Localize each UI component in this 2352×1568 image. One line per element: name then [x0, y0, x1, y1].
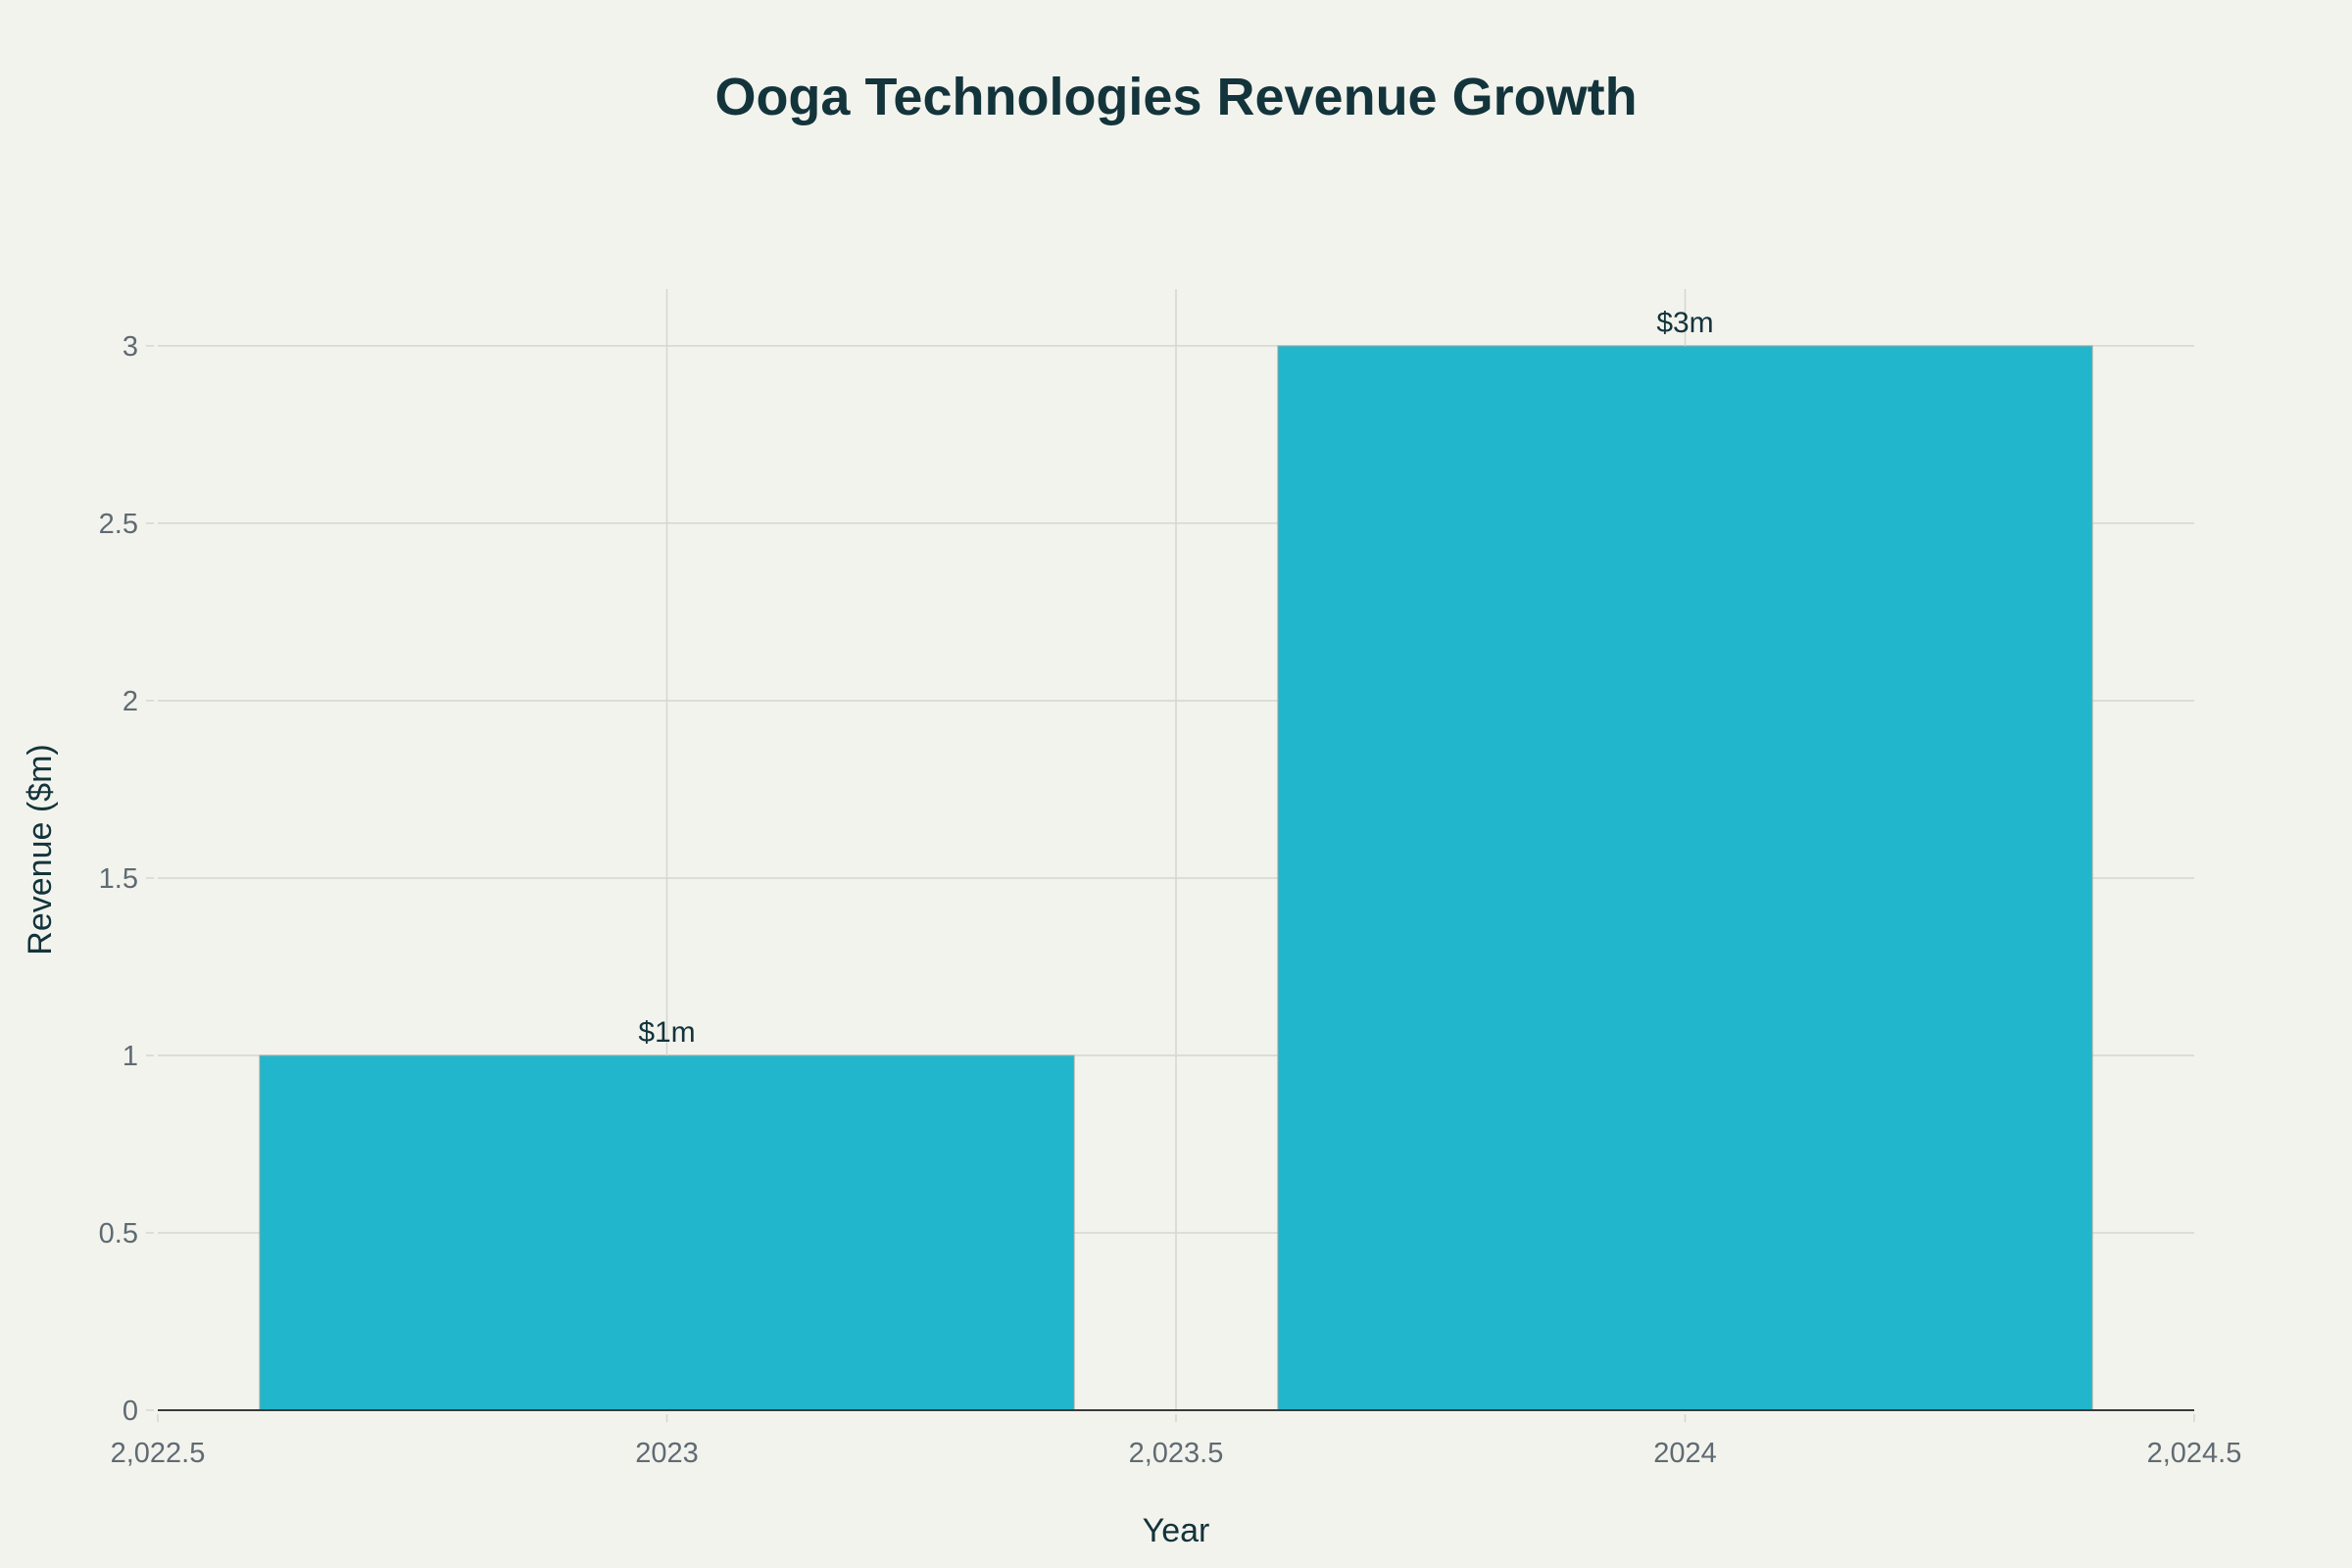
y-tick-label: 2	[122, 686, 138, 717]
x-axis-title: Year	[1143, 1512, 1210, 1549]
bar-2024	[1277, 345, 2093, 1411]
x-tick-label: 2024	[1653, 1438, 1717, 1469]
y-tick-label: 2.5	[99, 509, 138, 540]
y-axis-title: Revenue ($m)	[22, 744, 59, 955]
bars	[259, 345, 2093, 1411]
x-axis-ticks: 2,022.5 2023 2,023.5 2024 2,024.5	[111, 1414, 2242, 1469]
y-axis-ticks: 0 0.5 1 1.5 2 2.5 3	[99, 331, 154, 1427]
y-tick-label: 0	[122, 1396, 138, 1427]
y-tick-label: 1	[122, 1041, 138, 1072]
chart-title: Ooga Technologies Revenue Growth	[714, 68, 1637, 126]
y-tick-label: 3	[122, 331, 138, 363]
x-tick-label: 2,022.5	[111, 1438, 206, 1469]
y-tick-label: 0.5	[99, 1218, 138, 1250]
y-tick-label: 1.5	[99, 863, 138, 895]
x-tick-label: 2023	[635, 1438, 699, 1469]
x-tick-label: 2,024.5	[2147, 1438, 2242, 1469]
vertical-grid-lines	[665, 289, 1687, 1410]
data-labels: $1m $3m	[638, 307, 1713, 1049]
data-label-2024: $3m	[1656, 307, 1713, 339]
x-tick-label: 2,023.5	[1129, 1438, 1224, 1469]
bar-2023	[259, 1054, 1075, 1411]
data-label-2023: $1m	[638, 1016, 695, 1049]
